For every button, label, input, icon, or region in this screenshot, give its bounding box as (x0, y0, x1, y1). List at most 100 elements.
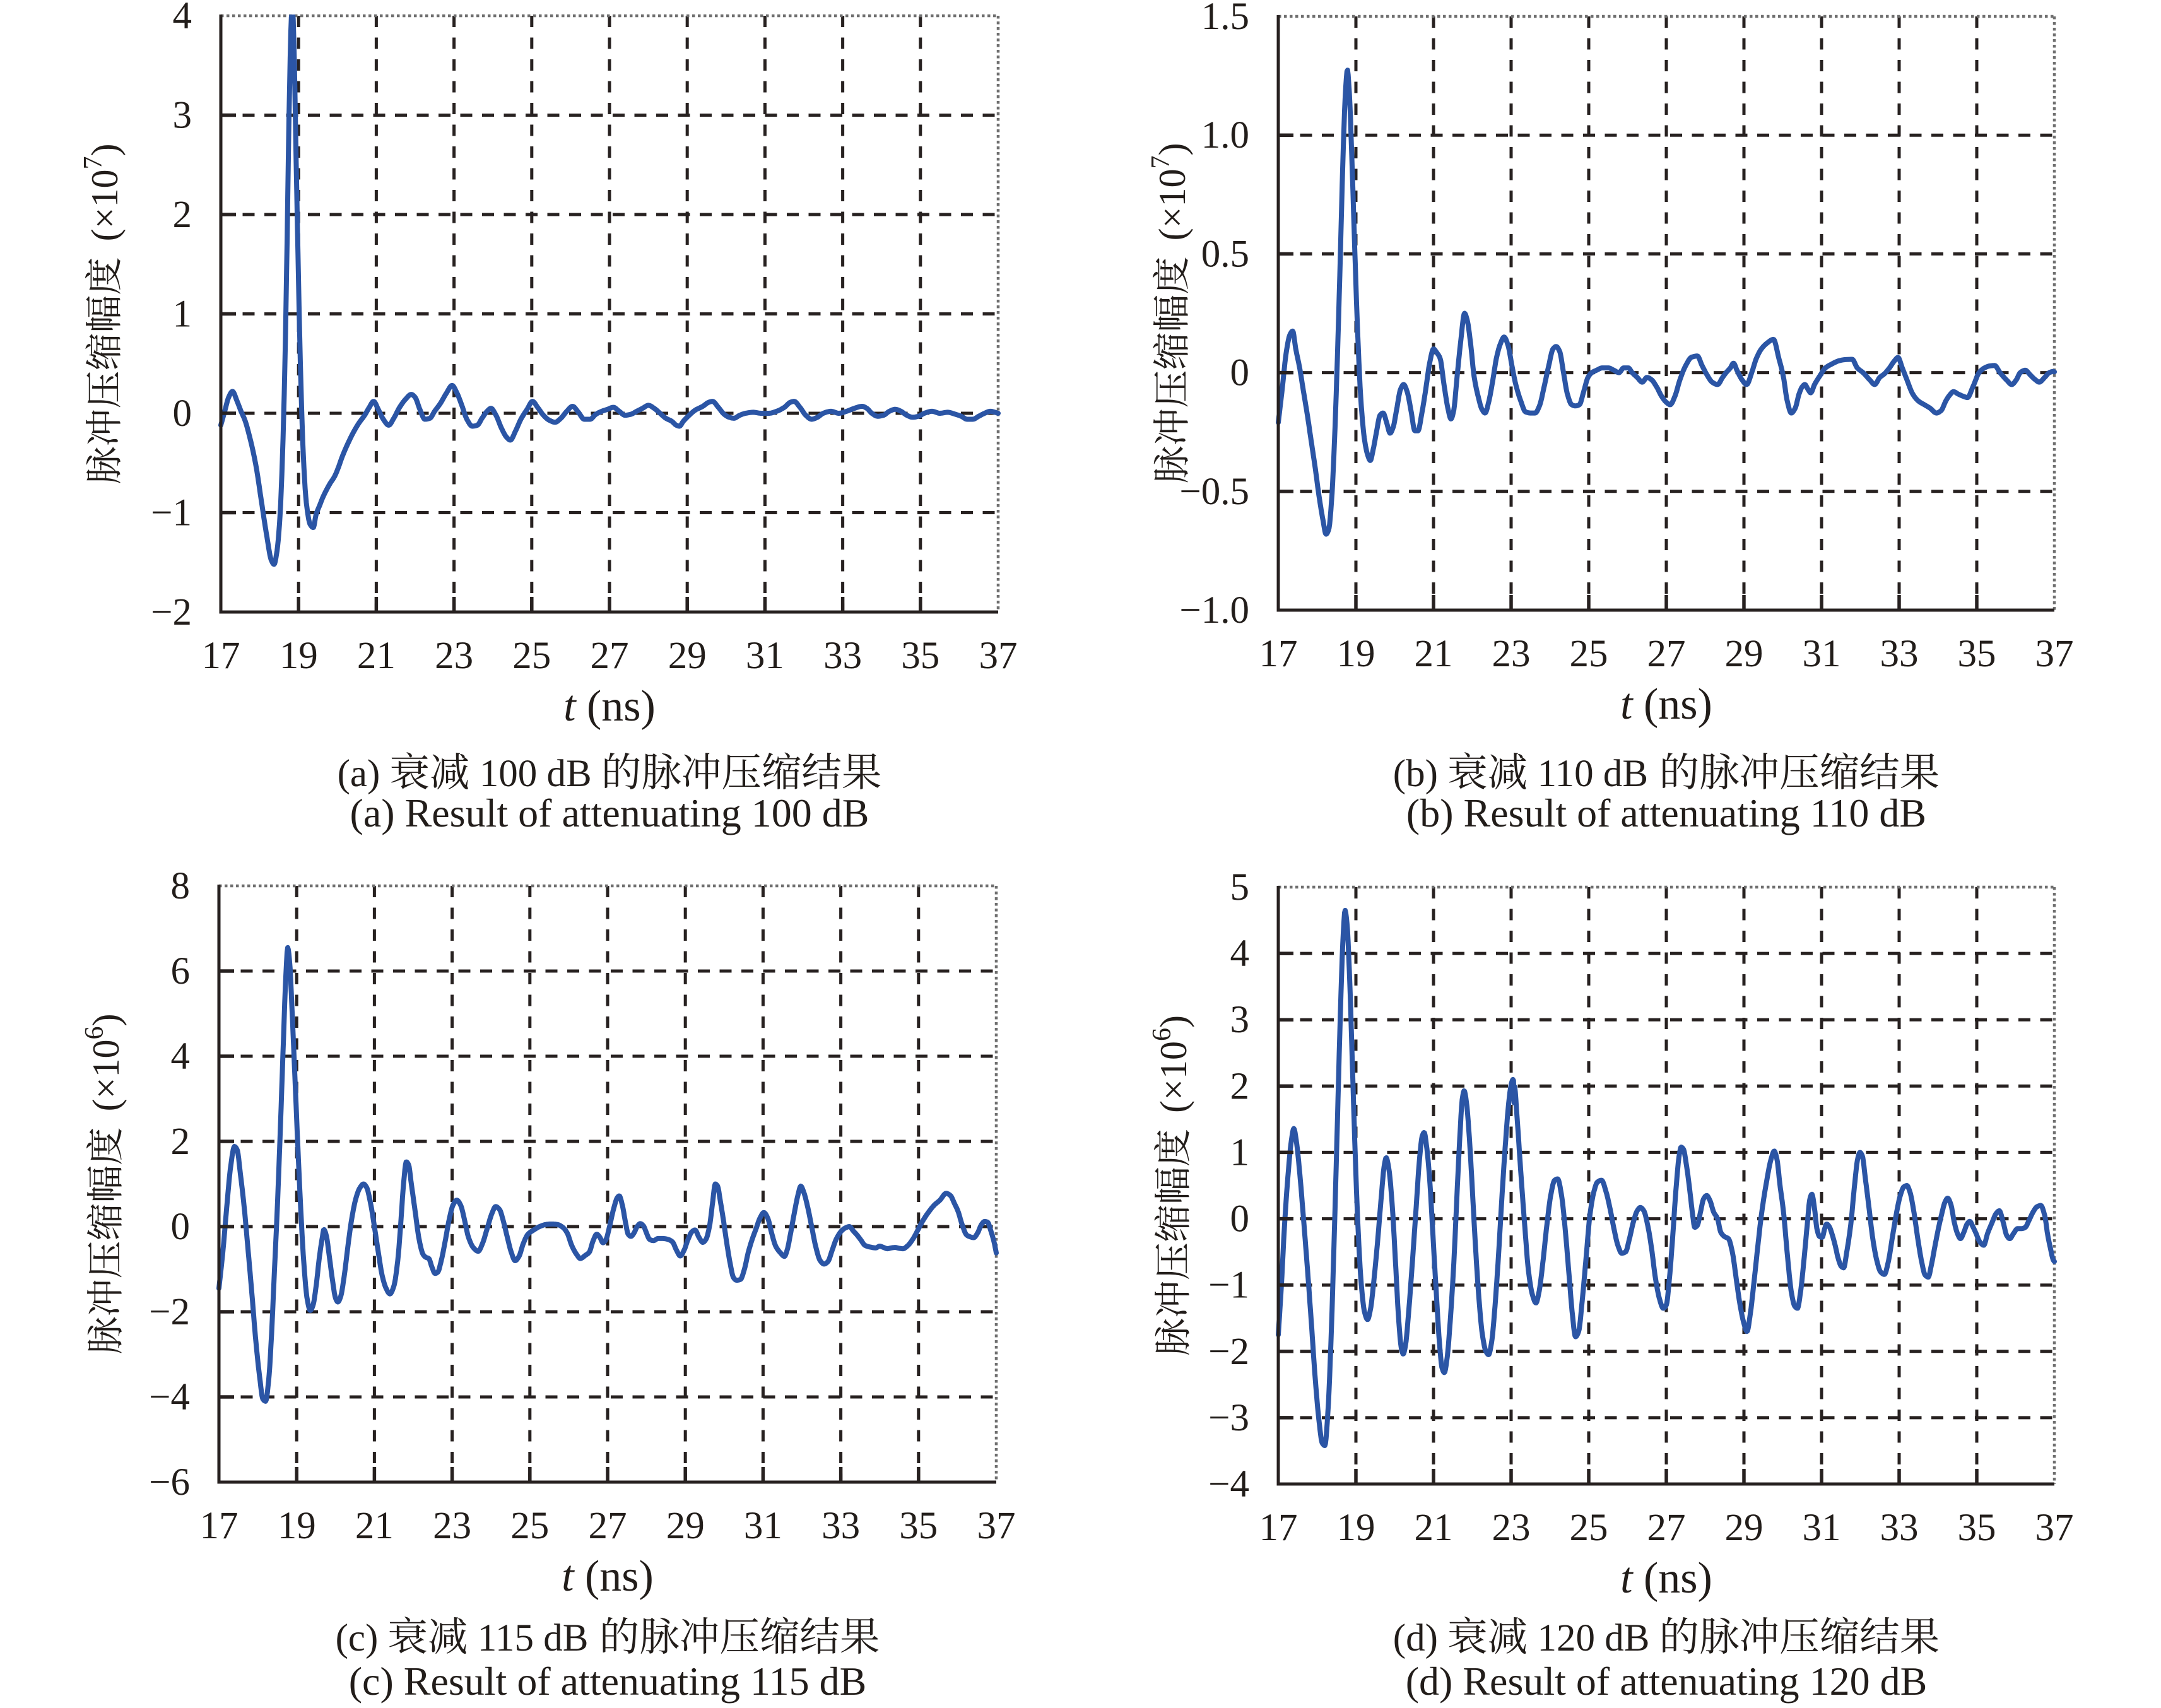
svg-text:33: 33 (1880, 1507, 1919, 1549)
svg-text:(d): (d) (1393, 1617, 1447, 1659)
svg-text:5: 5 (1230, 866, 1250, 909)
svg-text:2: 2 (1230, 1065, 1250, 1107)
svg-text:): ) (84, 144, 126, 156)
svg-text:19: 19 (280, 635, 318, 677)
svg-text:21: 21 (357, 635, 396, 677)
svg-text:−3: −3 (1208, 1397, 1249, 1439)
svg-text:1.0: 1.0 (1201, 114, 1249, 156)
svg-text:35: 35 (901, 635, 939, 677)
svg-text:−1: −1 (151, 492, 192, 534)
svg-text:0: 0 (171, 1206, 191, 1248)
svg-text:(ns): (ns) (576, 682, 656, 731)
svg-text:3: 3 (1230, 999, 1250, 1041)
svg-text:31: 31 (744, 1505, 782, 1547)
svg-text:35: 35 (899, 1505, 938, 1547)
svg-text:(d) Result of attenuating 120: (d) Result of attenuating 120 dB (1406, 1659, 1928, 1704)
svg-text:27: 27 (1647, 633, 1686, 675)
svg-text:): ) (1153, 1015, 1194, 1028)
svg-text:0: 0 (173, 392, 192, 435)
svg-text:t: t (1620, 1554, 1634, 1603)
svg-text:): ) (1151, 143, 1193, 156)
svg-text:27: 27 (1647, 1507, 1686, 1549)
svg-text:8: 8 (171, 865, 191, 907)
svg-text:−1.0: −1.0 (1179, 589, 1249, 632)
svg-text:23: 23 (1492, 1507, 1531, 1549)
svg-text:17: 17 (1259, 633, 1298, 675)
svg-text:29: 29 (1725, 1507, 1764, 1549)
svg-text:35: 35 (1958, 1507, 1996, 1549)
svg-text:4: 4 (171, 1035, 191, 1078)
svg-text:21: 21 (1415, 633, 1453, 675)
svg-text:19: 19 (278, 1505, 316, 1547)
svg-text:29: 29 (668, 635, 707, 677)
svg-text:37: 37 (977, 1505, 1016, 1547)
svg-text:19: 19 (1337, 633, 1375, 675)
svg-text:(×10: (×10 (1153, 1041, 1194, 1113)
svg-text:17: 17 (202, 635, 240, 677)
svg-text:−2: −2 (1208, 1331, 1249, 1373)
svg-text:29: 29 (1725, 633, 1764, 675)
svg-text:25: 25 (512, 635, 551, 677)
svg-text:17: 17 (200, 1505, 238, 1547)
svg-text:25: 25 (1570, 1507, 1608, 1549)
svg-text:−1: −1 (1208, 1264, 1249, 1307)
svg-text:−0.5: −0.5 (1179, 471, 1249, 513)
svg-text:21: 21 (355, 1505, 394, 1547)
svg-text:37: 37 (2035, 1507, 2074, 1549)
svg-text:23: 23 (1492, 633, 1531, 675)
svg-text:21: 21 (1415, 1507, 1453, 1549)
svg-text:t: t (563, 682, 577, 731)
svg-text:3: 3 (173, 95, 192, 137)
svg-text:2: 2 (171, 1121, 191, 1163)
svg-text:0: 0 (1230, 352, 1250, 394)
svg-text:−6: −6 (149, 1461, 190, 1504)
svg-text:4: 4 (173, 0, 192, 37)
svg-text:33: 33 (1880, 633, 1919, 675)
svg-text:4: 4 (1230, 933, 1250, 975)
svg-text:25: 25 (510, 1505, 549, 1547)
svg-text:6: 6 (80, 1027, 109, 1040)
svg-text:1: 1 (1230, 1131, 1250, 1174)
svg-text:31: 31 (1803, 1507, 1841, 1549)
svg-text:33: 33 (821, 1505, 860, 1547)
svg-text:27: 27 (589, 1505, 627, 1547)
svg-text:(×10: (×10 (84, 169, 126, 241)
svg-text:120 dB: 120 dB (1528, 1617, 1659, 1659)
svg-text:0.5: 0.5 (1201, 233, 1249, 275)
svg-text:2: 2 (173, 194, 192, 236)
svg-text:): ) (85, 1014, 127, 1027)
svg-text:7: 7 (1146, 156, 1175, 169)
svg-text:29: 29 (666, 1505, 705, 1547)
svg-text:25: 25 (1570, 633, 1608, 675)
svg-text:37: 37 (979, 635, 1018, 677)
svg-text:(a) Result of attenuating 100: (a) Result of attenuating 100 dB (350, 791, 869, 835)
svg-text:(ns): (ns) (1633, 680, 1712, 729)
svg-text:33: 33 (823, 635, 862, 677)
svg-text:27: 27 (591, 635, 629, 677)
svg-text:31: 31 (746, 635, 784, 677)
svg-text:(b): (b) (1393, 753, 1447, 795)
svg-text:(ns): (ns) (574, 1552, 654, 1601)
svg-text:t: t (562, 1552, 575, 1601)
svg-text:31: 31 (1803, 633, 1841, 675)
svg-text:(×10: (×10 (1151, 168, 1193, 240)
svg-text:(a): (a) (338, 753, 390, 795)
svg-text:1.5: 1.5 (1201, 0, 1249, 38)
svg-text:(c): (c) (336, 1617, 388, 1659)
svg-text:110 dB: 110 dB (1528, 753, 1658, 795)
svg-text:(c) Result of attenuating 115: (c) Result of attenuating 115 dB (349, 1659, 867, 1704)
svg-text:(ns): (ns) (1633, 1554, 1712, 1603)
svg-text:−2: −2 (151, 591, 192, 633)
svg-text:0: 0 (1230, 1198, 1250, 1240)
svg-text:115 dB: 115 dB (468, 1617, 598, 1659)
svg-text:t: t (1620, 680, 1634, 729)
svg-text:17: 17 (1259, 1507, 1298, 1549)
svg-text:6: 6 (1148, 1028, 1177, 1041)
svg-text:100 dB: 100 dB (470, 753, 601, 795)
svg-text:7: 7 (79, 156, 108, 170)
svg-text:37: 37 (2035, 633, 2074, 675)
svg-text:23: 23 (433, 1505, 471, 1547)
svg-text:−4: −4 (149, 1376, 190, 1418)
svg-text:19: 19 (1337, 1507, 1375, 1549)
svg-text:(b) Result of attenuating 110: (b) Result of attenuating 110 dB (1406, 791, 1926, 835)
